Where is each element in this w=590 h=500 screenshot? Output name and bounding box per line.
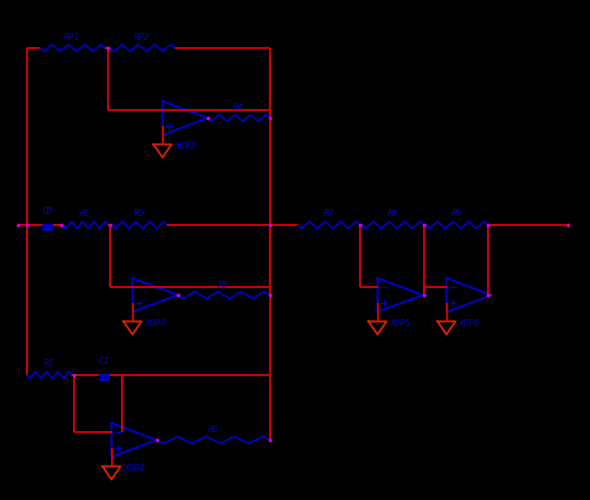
Text: CI: CI <box>99 358 109 366</box>
Text: R5: R5 <box>218 280 229 289</box>
Text: R4: R4 <box>234 104 244 112</box>
Text: XOP6: XOP6 <box>458 319 480 328</box>
Text: R7: R7 <box>324 210 335 218</box>
Text: RI: RI <box>44 360 55 368</box>
Text: XOP4: XOP4 <box>123 464 145 473</box>
Text: XOP2: XOP2 <box>174 142 196 151</box>
Text: RP1: RP1 <box>64 32 81 42</box>
Text: R9: R9 <box>451 210 463 218</box>
Text: RP2: RP2 <box>135 32 150 42</box>
Text: R8: R8 <box>388 210 398 218</box>
Text: XOP3: XOP3 <box>144 319 166 328</box>
Text: R6: R6 <box>208 426 219 434</box>
Text: CD: CD <box>42 208 53 216</box>
Text: RD: RD <box>134 210 145 218</box>
Text: XOP5: XOP5 <box>389 319 411 328</box>
Text: RC: RC <box>80 210 91 218</box>
